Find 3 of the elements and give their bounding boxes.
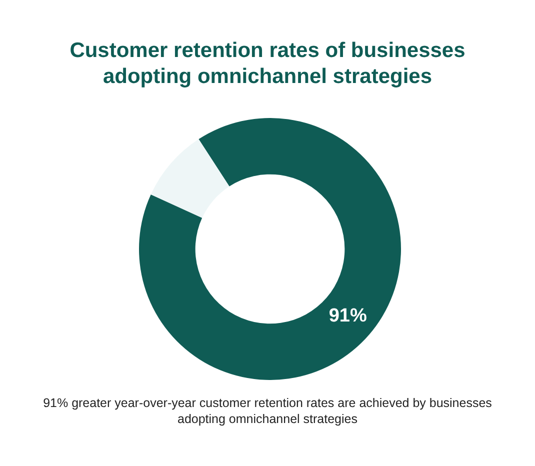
chart-title: Customer retention rates of businesses adopting omnichannel strategies (68, 38, 466, 90)
text: 91% greater year-over-year customer retention rates are achieved by businesses adopting omnichannel strategies (42, 395, 493, 427)
data-label: 91% (328, 305, 367, 326)
